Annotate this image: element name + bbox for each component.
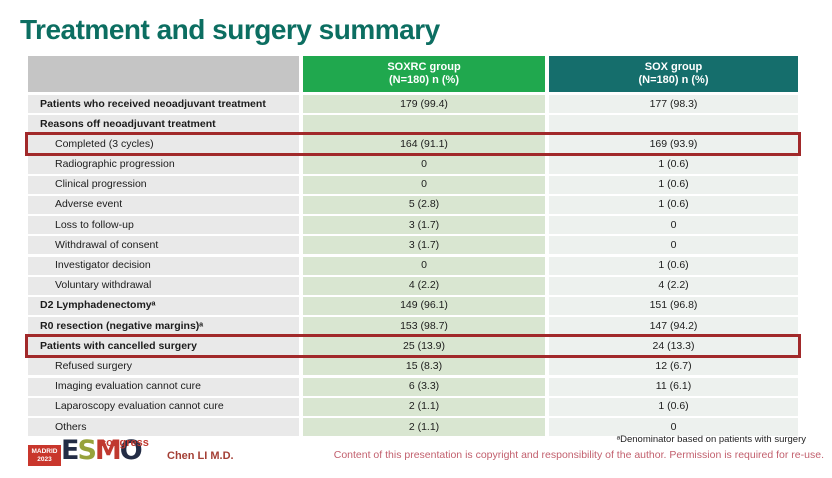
header-sox-sublabel: (N=180) n (%): [638, 74, 709, 86]
row-label: Patients who received neoadjuvant treatm…: [28, 95, 299, 113]
table-row: Withdrawal of consent 3 (1.7) 0: [28, 236, 798, 255]
row-label: Radiographic progression: [28, 155, 299, 174]
row-label: Loss to follow-up: [28, 216, 299, 235]
row-sox: 0: [549, 418, 798, 436]
row-sox: 1 (0.6): [549, 256, 798, 275]
page-title: Treatment and surgery summary: [20, 14, 440, 45]
row-label: D2 Lymphadenectomyᵃ: [28, 296, 299, 315]
row-label: Completed (3 cycles): [28, 135, 299, 154]
table-row: Investigator decision 0 1 (0.6): [28, 256, 798, 275]
esmo-letter-s: S: [77, 435, 97, 466]
presenter-name: Chen LI M.D.: [167, 450, 234, 462]
row-label: Investigator decision: [28, 256, 299, 275]
row-sox: 169 (93.9): [549, 135, 798, 154]
header-soxrc-label: SOXRC group: [387, 61, 461, 73]
copyright-notice: Content of this presentation is copyrigh…: [333, 449, 824, 461]
header-soxrc: SOXRC group (N=180) n (%): [303, 56, 545, 92]
row-label: Adverse event: [28, 195, 299, 214]
row-sox: 0: [549, 216, 798, 235]
row-soxrc: 2 (1.1): [303, 397, 545, 416]
row-sox: 1 (0.6): [549, 397, 798, 416]
row-soxrc: 179 (99.4): [303, 95, 545, 113]
row-sox: 1 (0.6): [549, 195, 798, 214]
row-label: Voluntary withdrawal: [28, 276, 299, 295]
table-row: Laparoscopy evaluation cannot cure 2 (1.…: [28, 397, 798, 416]
row-soxrc: 5 (2.8): [303, 195, 545, 214]
row-label: Withdrawal of consent: [28, 236, 299, 255]
row-label: Others: [28, 418, 299, 436]
esmo-letter-e: E: [61, 435, 80, 466]
row-soxrc: 0: [303, 155, 545, 174]
row-label: Imaging evaluation cannot cure: [28, 377, 299, 396]
row-label: R0 resection (negative margins)ᵃ: [28, 317, 299, 336]
table-row: Adverse event 5 (2.8) 1 (0.6): [28, 195, 798, 214]
row-label: Reasons off neoadjuvant treatment: [28, 115, 299, 134]
row-sox: 1 (0.6): [549, 155, 798, 174]
table-row: Reasons off neoadjuvant treatment: [28, 115, 798, 134]
table-body: Patients who received neoadjuvant treatm…: [25, 95, 801, 436]
table-row: Completed (3 cycles) 164 (91.1) 169 (93.…: [25, 132, 801, 157]
footer: MADRID 2023 ESMO congress Chen LI M.D. ᵃ…: [0, 433, 832, 478]
table-row: Patients with cancelled surgery 25 (13.9…: [25, 334, 801, 359]
row-soxrc: 2 (1.1): [303, 418, 545, 436]
row-soxrc: 4 (2.2): [303, 276, 545, 295]
row-soxrc: 15 (8.3): [303, 357, 545, 376]
row-sox: 151 (96.8): [549, 296, 798, 315]
row-label: Clinical progression: [28, 175, 299, 194]
table-row: Loss to follow-up 3 (1.7) 0: [28, 216, 798, 235]
row-soxrc: 3 (1.7): [303, 216, 545, 235]
table-row: Imaging evaluation cannot cure 6 (3.3) 1…: [28, 377, 798, 396]
row-soxrc: 149 (96.1): [303, 296, 545, 315]
row-label: Patients with cancelled surgery: [28, 337, 299, 356]
row-soxrc: 164 (91.1): [303, 135, 545, 154]
table-row: Clinical progression 0 1 (0.6): [28, 175, 798, 194]
logo-venue-year: 2023: [37, 455, 52, 463]
table-row: Voluntary withdrawal 4 (2.2) 4 (2.2): [28, 276, 798, 295]
header-empty-cell: [28, 56, 299, 92]
row-sox: 1 (0.6): [549, 175, 798, 194]
row-sox: 0: [549, 236, 798, 255]
congress-label: congress: [100, 437, 149, 449]
row-sox: 4 (2.2): [549, 276, 798, 295]
esmo-congress-logo: MADRID 2023 ESMO congress: [28, 435, 158, 475]
row-soxrc: 3 (1.7): [303, 236, 545, 255]
esmo-wordmark: ESMO: [61, 435, 143, 466]
table-row: R0 resection (negative margins)ᵃ 153 (98…: [28, 317, 798, 336]
header-sox-label: SOX group: [644, 61, 703, 73]
table-footnote: ᵃDenominator based on patients with surg…: [616, 434, 806, 445]
header-sox: SOX group (N=180) n (%): [549, 56, 798, 92]
madrid-2023-badge: MADRID 2023: [28, 445, 61, 466]
row-sox: 24 (13.3): [549, 337, 798, 356]
table-header-row: SOXRC group (N=180) n (%) SOX group (N=1…: [28, 56, 798, 92]
header-soxrc-sublabel: (N=180) n (%): [389, 74, 459, 86]
row-soxrc: 0: [303, 175, 545, 194]
table-row: D2 Lymphadenectomyᵃ 149 (96.1) 151 (96.8…: [28, 296, 798, 315]
table-row: Patients who received neoadjuvant treatm…: [28, 95, 798, 113]
row-label: Refused surgery: [28, 357, 299, 376]
row-sox: 11 (6.1): [549, 377, 798, 396]
row-soxrc: 25 (13.9): [303, 337, 545, 356]
table-row: Refused surgery 15 (8.3) 12 (6.7): [28, 357, 798, 376]
row-soxrc: 0: [303, 256, 545, 275]
row-sox: [549, 115, 798, 134]
row-soxrc: 6 (3.3): [303, 377, 545, 396]
logo-venue-city: MADRID: [31, 447, 58, 455]
table-row: Radiographic progression 0 1 (0.6): [28, 155, 798, 174]
row-sox: 177 (98.3): [549, 95, 798, 113]
esmo-letter-m: M: [94, 435, 122, 466]
table-row: Others 2 (1.1) 0: [28, 418, 798, 436]
row-sox: 147 (94.2): [549, 317, 798, 336]
esmo-letter-o: O: [119, 435, 143, 466]
row-label: Laparoscopy evaluation cannot cure: [28, 397, 299, 416]
row-soxrc: 153 (98.7): [303, 317, 545, 336]
row-sox: 12 (6.7): [549, 357, 798, 376]
summary-table: SOXRC group (N=180) n (%) SOX group (N=1…: [25, 56, 801, 438]
row-soxrc: [303, 115, 545, 134]
